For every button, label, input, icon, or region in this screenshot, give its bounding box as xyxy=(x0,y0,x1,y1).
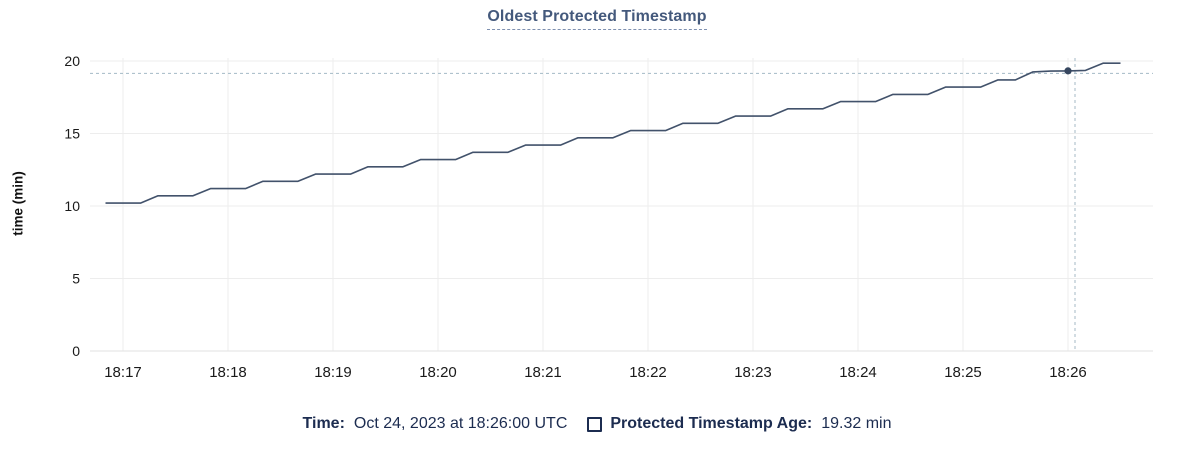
chart-title[interactable]: Oldest Protected Timestamp xyxy=(487,8,707,30)
y-tick-label: 5 xyxy=(72,271,80,287)
x-tick-label: 18:18 xyxy=(209,364,247,381)
y-tick-label: 15 xyxy=(64,126,80,142)
y-tick-label: 20 xyxy=(64,53,80,69)
x-tick-label: 18:19 xyxy=(314,364,352,381)
hovered-point-dot xyxy=(1064,67,1072,75)
chart-plot-area[interactable]: 0 5 10 15 20 18:17 18:18 18:19 18:20 18:21 18:22 18… xyxy=(0,0,1194,410)
y-tick-label: 0 xyxy=(72,343,80,359)
legend-series-value: 19.32 min xyxy=(821,415,892,432)
legend-series-item[interactable]: Protected Timestamp Age: 19.32 min xyxy=(587,415,891,433)
x-tick-label: 18:24 xyxy=(839,364,877,381)
chart-legend: Time: Oct 24, 2023 at 18:26:00 UTC Prote… xyxy=(0,415,1194,433)
legend-time-label: Time: xyxy=(302,415,345,432)
x-tick-label: 18:17 xyxy=(104,364,142,381)
x-tick-label: 18:25 xyxy=(944,364,982,381)
chart-title-row: Oldest Protected Timestamp xyxy=(0,8,1194,30)
x-tick-label: 18:23 xyxy=(734,364,772,381)
x-tick-label: 18:21 xyxy=(524,364,562,381)
legend-time-value: Oct 24, 2023 at 18:26:00 UTC xyxy=(353,415,568,432)
legend-time-item: Time: Oct 24, 2023 at 18:26:00 UTC xyxy=(303,415,568,433)
x-tick-label: 18:22 xyxy=(629,364,667,381)
series-line xyxy=(105,62,1121,204)
x-tick-label: 18:20 xyxy=(419,364,457,381)
y-tick-label: 10 xyxy=(64,198,80,214)
legend-series-checkbox[interactable] xyxy=(587,416,603,432)
x-tick-label: 18:26 xyxy=(1049,364,1087,381)
legend-series-label: Protected Timestamp Age: xyxy=(610,415,813,432)
